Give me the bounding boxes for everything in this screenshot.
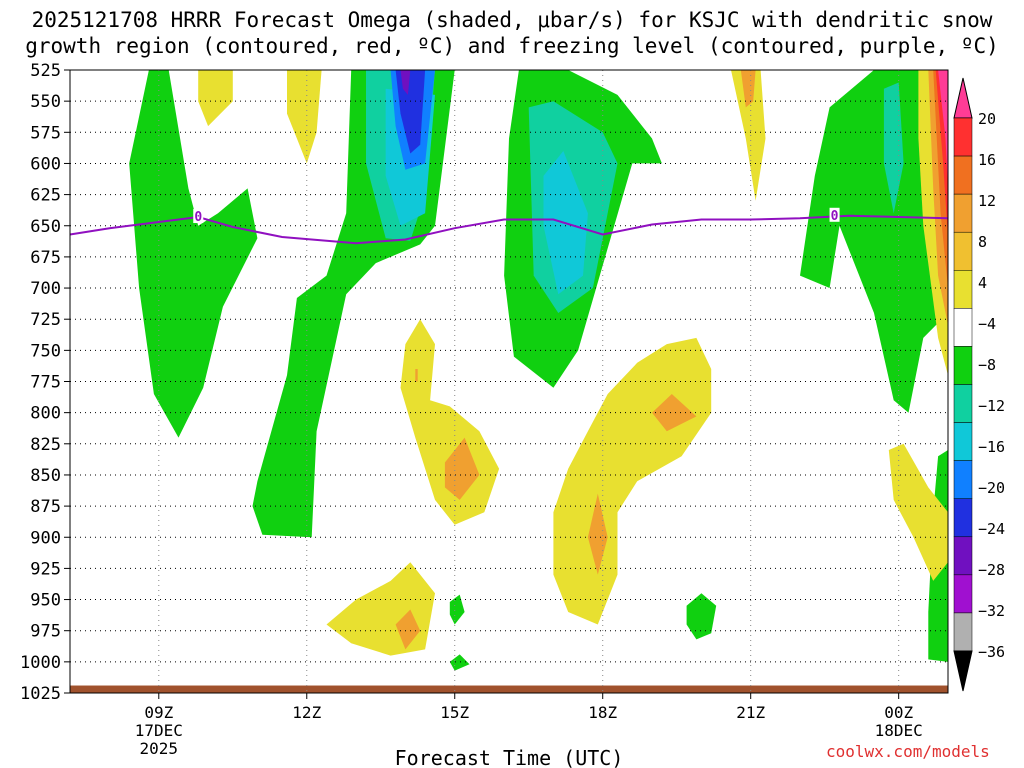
colorbar-label-2: 12 (978, 192, 996, 210)
y-tick-label-850: 850 (30, 466, 61, 486)
y-tick-label-925: 925 (30, 559, 61, 579)
omega-region-15 (395, 70, 426, 154)
colorbar-label-3: 8 (978, 233, 987, 251)
omega-region-3 (800, 70, 948, 413)
colorbar-label-12: −32 (978, 602, 1005, 620)
colorbar-label-5: −4 (978, 315, 996, 333)
colorbar-swatch-0 (953, 117, 973, 157)
omega-region-6 (449, 594, 465, 625)
omega-region-26 (444, 437, 480, 500)
omega-region-30 (740, 70, 756, 108)
y-tick-label-525: 525 (30, 61, 61, 81)
y-tick-label-950: 950 (30, 591, 61, 611)
y-tick-label-650: 650 (30, 217, 61, 237)
y-tick-label-975: 975 (30, 622, 61, 642)
colorbar-label-7: −12 (978, 397, 1005, 415)
y-tick-label-675: 675 (30, 248, 61, 268)
colorbar-swatch-12 (953, 574, 973, 614)
x-tick-label-00Z: 00Z (884, 703, 913, 722)
colorbar-label-4: 4 (978, 274, 987, 292)
freezing-level-label-1: 0 (831, 209, 839, 224)
colorbar-label-0: 20 (978, 110, 996, 128)
omega-region-23 (888, 443, 948, 581)
y-tick-label-575: 575 (30, 123, 61, 143)
y-tick-label-550: 550 (30, 92, 61, 112)
colorbar-label-1: 16 (978, 151, 996, 169)
chart-title-line-2: growth region (contoured, red, ºC) and f… (25, 34, 999, 58)
omega-shading (129, 70, 948, 671)
omega-region-21 (553, 337, 712, 625)
colorbar-bottom-arrow (953, 650, 973, 692)
x-tick-label-21Z: 21Z (736, 703, 765, 722)
omega-region-29 (395, 609, 421, 650)
omega-region-5 (686, 593, 717, 640)
x-tick-year-09Z: 2025 (140, 739, 179, 758)
colorbar-label-10: −24 (978, 520, 1005, 538)
colorbar-swatch-7 (953, 384, 973, 423)
x-tick-label-09Z: 09Z (144, 703, 173, 722)
omega-region-28 (587, 493, 608, 575)
colorbar-label-8: −16 (978, 438, 1005, 456)
colorbar-label-13: −36 (978, 643, 1005, 661)
freezing-label-bg-0 (193, 209, 204, 224)
colorbar-swatch-13 (953, 612, 973, 652)
colorbar-swatch-4 (953, 270, 973, 309)
colorbar-swatch-6 (953, 346, 973, 385)
y-tick-label-775: 775 (30, 373, 61, 393)
terrain-ground (70, 685, 948, 693)
omega-region-34 (938, 70, 948, 189)
x-tick-label-12Z: 12Z (292, 703, 321, 722)
colorbar-top-arrow (953, 77, 973, 119)
y-tick-label-725: 725 (30, 310, 61, 330)
colorbar-swatch-8 (953, 422, 973, 461)
y-tick-label-1000: 1000 (20, 653, 61, 673)
colorbar-swatch-2 (953, 193, 973, 233)
freezing-level-label-0: 0 (194, 210, 202, 225)
x-tick-label-18Z: 18Z (588, 703, 617, 722)
y-tick-label-600: 600 (30, 154, 61, 174)
colorbar-swatch-9 (953, 460, 973, 499)
omega-region-7 (449, 654, 470, 671)
pressure-axis: 525 550 575 600 625 650 675 700 725 750 775 800 825 8… (20, 61, 70, 704)
x-tick-date-00Z: 18DEC (875, 721, 923, 740)
colorbar-swatch-3 (953, 231, 973, 271)
omega-region-16 (400, 70, 411, 95)
colorbar-label-6: −8 (978, 356, 996, 374)
colorbar-swatch-5 (953, 308, 973, 347)
colorbar-swatch-1 (953, 155, 973, 195)
omega-region-25 (415, 369, 418, 382)
y-tick-label-625: 625 (30, 186, 61, 206)
freezing-label-bg-1 (829, 207, 840, 222)
colorbar-label-11: −28 (978, 561, 1005, 579)
y-tick-label-800: 800 (30, 404, 61, 424)
x-axis-label: Forecast Time (UTC) (395, 746, 624, 768)
colorbar: 20 16 12 8 4 −4 −8 −12 −16 −20 −24 −28 −32 −36 (953, 77, 1005, 692)
x-tick-label-15Z: 15Z (440, 703, 469, 722)
colorbar-swatch-10 (953, 498, 973, 538)
omega-region-22 (326, 562, 435, 656)
y-tick-label-750: 750 (30, 341, 61, 361)
y-tick-label-1025: 1025 (20, 684, 61, 704)
colorbar-label-9: −20 (978, 479, 1005, 497)
y-tick-label-825: 825 (30, 435, 61, 455)
colorbar-swatch-11 (953, 536, 973, 576)
omega-region-27 (652, 394, 697, 432)
omega-region-17 (198, 70, 233, 127)
chart-title-line-1: 2025121708 HRRR Forecast Omega (shaded, … (31, 8, 993, 32)
omega-region-18 (287, 70, 322, 164)
omega-region-0 (129, 70, 258, 438)
y-tick-label-900: 900 (30, 528, 61, 548)
y-tick-label-700: 700 (30, 279, 61, 299)
x-tick-date-09Z: 17DEC (135, 721, 183, 740)
omega-region-19 (731, 70, 766, 201)
site-credit: coolwx.com/models (826, 742, 990, 761)
y-tick-label-875: 875 (30, 497, 61, 517)
